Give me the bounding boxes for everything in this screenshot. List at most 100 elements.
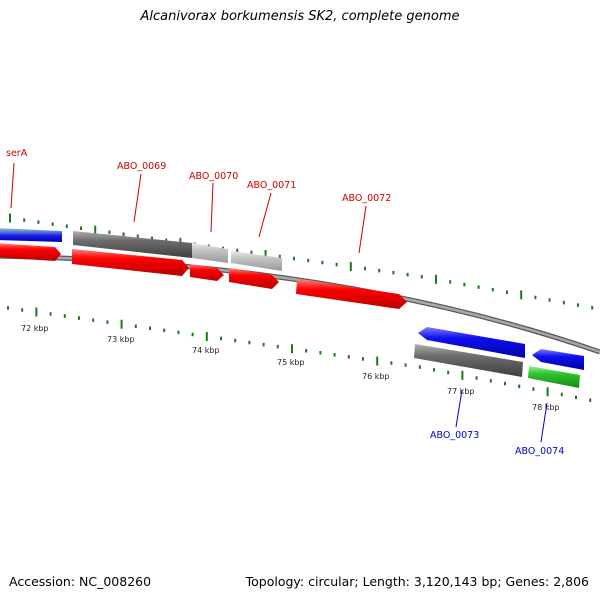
outer-minor-tick <box>562 300 565 305</box>
inner-minor-tick <box>262 342 265 347</box>
feature-abo0074-inner[interactable] <box>528 366 580 388</box>
tick-label-72kbp: 72 kbp <box>21 324 49 333</box>
inner-minor-tick <box>319 351 322 355</box>
inner-minor-tick <box>149 326 151 330</box>
outer-minor-tick <box>463 282 466 287</box>
outer-minor-tick <box>477 285 480 289</box>
outer-minor-tick <box>378 268 381 273</box>
gene-labels: serA ABO_0069 ABO_0070 ABO_0071 ABO_0072… <box>6 148 564 457</box>
inner-minor-tick <box>433 368 435 372</box>
outer-minor-tick <box>335 262 338 267</box>
outer-minor-tick <box>151 236 153 241</box>
inner-minor-tick <box>589 398 592 402</box>
inner-major-tick <box>461 370 464 380</box>
inner-minor-tick <box>276 344 279 349</box>
inner-major-tick <box>35 307 38 317</box>
inner-major-tick <box>205 332 208 341</box>
cds-abo0073[interactable] <box>418 327 525 358</box>
tick-label-74kbp: 74 kbp <box>192 346 220 355</box>
feature-abo0070-outer[interactable] <box>192 243 228 263</box>
inner-minor-tick <box>234 338 237 343</box>
genome-backbone <box>0 253 600 355</box>
inner-feature-ring <box>414 344 580 388</box>
inner-minor-tick <box>7 306 9 310</box>
feature-serA-outer[interactable] <box>0 228 62 242</box>
tick-label-78kbp: 78 kbp <box>532 403 560 412</box>
outer-major-tick <box>435 274 437 284</box>
outer-minor-tick <box>548 298 551 302</box>
reverse-cds-ring <box>418 327 584 370</box>
gene-label-serA[interactable]: serA <box>6 148 28 159</box>
inner-minor-tick <box>489 379 492 383</box>
outer-minor-tick <box>122 232 125 236</box>
outer-minor-tick <box>534 295 537 300</box>
outer-minor-tick <box>80 226 82 230</box>
inner-minor-tick <box>305 349 308 353</box>
tick-label-75kbp: 75 kbp <box>277 358 305 367</box>
outer-minor-tick <box>293 256 295 261</box>
outer-major-tick <box>94 225 97 235</box>
feature-abo0069-outer[interactable] <box>73 231 192 258</box>
outer-minor-tick <box>406 272 409 277</box>
inner-minor-tick <box>362 357 364 361</box>
topology-text: Topology: circular; Length: 3,120,143 bp… <box>245 574 589 589</box>
inner-minor-tick <box>49 312 52 316</box>
inner-major-tick <box>291 344 293 354</box>
inner-minor-tick <box>177 330 180 335</box>
inner-minor-tick <box>475 376 478 380</box>
gene-label-abo0070[interactable]: ABO_0070 <box>189 171 238 182</box>
outer-minor-tick <box>136 234 139 238</box>
inner-minor-tick <box>532 387 535 391</box>
inner-minor-tick <box>504 381 506 386</box>
forward-cds-ring <box>0 243 407 309</box>
outer-minor-tick <box>307 258 310 263</box>
outer-minor-tick <box>65 224 68 228</box>
inner-minor-tick <box>63 314 66 318</box>
cds-abo0069[interactable] <box>72 249 189 276</box>
cds-abo0071[interactable] <box>229 268 279 289</box>
outer-minor-tick <box>506 290 508 294</box>
inner-minor-tick <box>347 355 350 359</box>
outer-minor-tick <box>321 260 324 265</box>
outer-major-tick <box>9 213 11 223</box>
outer-minor-tick <box>449 280 452 284</box>
outer-minor-tick <box>591 306 594 310</box>
outer-major-tick <box>264 250 267 259</box>
inner-major-tick <box>546 387 549 397</box>
inner-major-tick <box>376 356 379 366</box>
outer-minor-tick <box>165 238 168 243</box>
tick-label-76kbp: 76 kbp <box>362 372 390 381</box>
inner-minor-tick <box>21 308 24 312</box>
feature-abo0071-outer[interactable] <box>231 251 282 271</box>
cds-serA[interactable] <box>0 243 61 261</box>
scale-labels: 72 kbp 73 kbp 74 kbp 75 kbp 76 kbp 77 kb… <box>21 324 560 412</box>
gene-label-abo0072[interactable]: ABO_0072 <box>342 193 391 204</box>
gene-label-abo0069[interactable]: ABO_0069 <box>117 161 166 172</box>
outer-minor-tick <box>250 250 253 255</box>
inner-minor-tick <box>191 332 194 337</box>
tick-label-77kbp: 77 kbp <box>447 387 475 396</box>
gene-label-abo0073[interactable]: ABO_0073 <box>430 430 479 441</box>
outer-minor-tick <box>491 287 494 292</box>
gene-label-abo0071[interactable]: ABO_0071 <box>247 180 296 191</box>
inner-minor-tick <box>390 361 393 365</box>
cds-abo0070[interactable] <box>190 264 224 281</box>
outer-minor-tick <box>420 275 423 279</box>
inner-minor-tick <box>418 365 421 369</box>
cds-abo0074[interactable] <box>532 349 584 370</box>
cds-abo0072[interactable] <box>296 279 407 309</box>
outer-minor-tick <box>392 270 395 275</box>
inner-minor-tick <box>404 363 407 367</box>
outer-minor-tick <box>23 218 26 222</box>
inner-minor-tick <box>78 316 80 320</box>
outer-minor-tick <box>364 266 366 271</box>
outer-feature-ring <box>0 228 282 271</box>
outer-minor-tick <box>51 222 54 226</box>
map-title: Alcanivorax borkumensis SK2, complete ge… <box>140 9 460 24</box>
feature-abo0073-inner[interactable] <box>414 344 523 377</box>
gene-label-leaders <box>10 162 548 443</box>
inner-minor-tick <box>248 340 251 345</box>
gene-label-abo0074[interactable]: ABO_0074 <box>515 446 564 457</box>
